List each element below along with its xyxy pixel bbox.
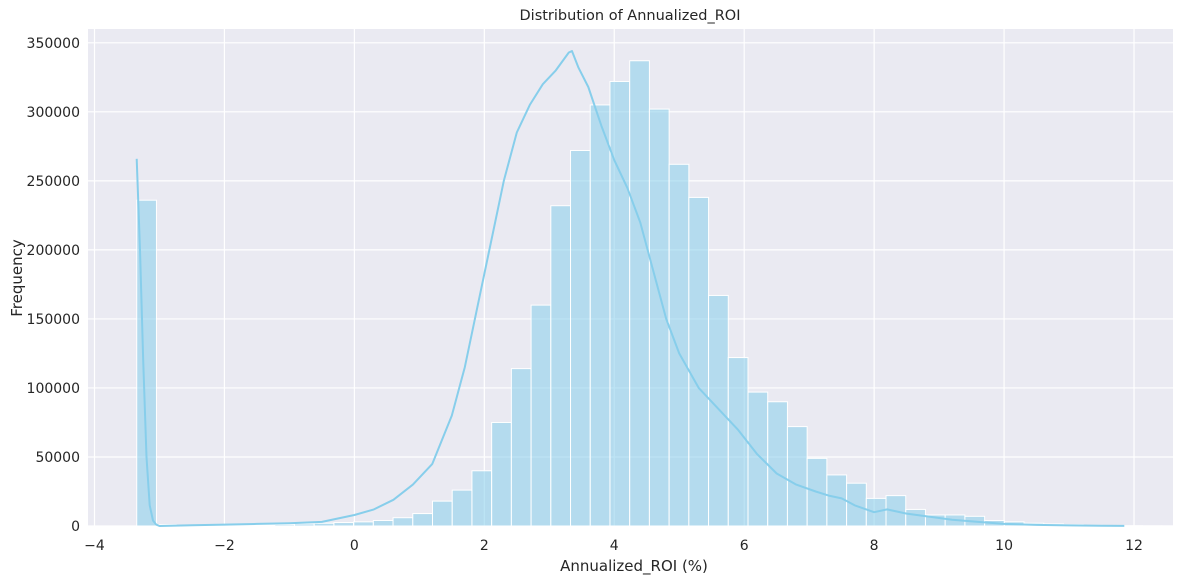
- histogram-bar: [491, 421, 512, 527]
- histogram-bar: [293, 523, 315, 527]
- histogram-bar: [668, 163, 690, 527]
- histogram-bar: [432, 500, 453, 527]
- histogram-bar: [550, 205, 572, 527]
- x-tick-label: 0: [350, 538, 359, 554]
- y-tick-label: 50000: [35, 450, 80, 466]
- histogram-bar: [254, 524, 276, 527]
- histogram-bar: [629, 60, 650, 527]
- x-tick-label: 2: [480, 538, 489, 554]
- histogram-bar: [333, 522, 355, 527]
- histogram-bar: [274, 524, 295, 527]
- chart-title: Distribution of Annualized_ROI: [520, 8, 741, 24]
- histogram-bar: [846, 482, 867, 527]
- histogram-bar: [372, 519, 394, 527]
- x-tick-labels: −4 −2 0 2 4 6 8 10 12: [84, 538, 1143, 554]
- histogram-bar: [570, 149, 591, 527]
- y-tick-label: 250000: [27, 174, 80, 190]
- histogram-bar: [609, 80, 631, 527]
- histogram-bar: [747, 391, 769, 527]
- y-axis-label: Frequency: [8, 239, 26, 317]
- histogram-bar: [727, 357, 749, 527]
- x-tick-label: −2: [214, 538, 235, 554]
- y-tick-label: 200000: [27, 243, 80, 259]
- histogram-bar: [530, 304, 552, 527]
- y-tick-label: 100000: [27, 381, 80, 397]
- x-tick-label: −4: [84, 538, 105, 554]
- histogram-bar: [353, 521, 374, 527]
- x-tick-label: 10: [995, 538, 1013, 554]
- y-tick-label: 300000: [27, 105, 80, 121]
- histogram-bar: [905, 508, 926, 527]
- histogram-bar: [786, 426, 808, 527]
- histogram-bar: [412, 513, 434, 527]
- y-tick-label: 150000: [27, 312, 80, 328]
- histogram-bar: [510, 368, 532, 527]
- histogram-bar: [471, 470, 493, 527]
- histogram-bar: [392, 517, 414, 527]
- histogram-bar: [767, 401, 788, 527]
- x-tick-label: 4: [610, 538, 619, 554]
- x-tick-label: 8: [870, 538, 879, 554]
- kde-curve: [135, 50, 1125, 527]
- histogram-bar: [688, 196, 710, 527]
- histogram-bar: [313, 522, 335, 527]
- y-tick-labels: 0 50000 100000 150000 200000 250000 300000 3500…: [27, 36, 80, 535]
- y-tick-label: 0: [71, 519, 80, 535]
- x-axis-label: Annualized_ROI (%): [560, 557, 708, 576]
- x-tick-label: 6: [740, 538, 749, 554]
- histogram-bar: [708, 294, 729, 527]
- histogram-bar: [451, 489, 473, 527]
- histogram-bar: [589, 104, 611, 527]
- x-tick-label: 12: [1125, 538, 1143, 554]
- y-tick-label: 350000: [27, 36, 80, 52]
